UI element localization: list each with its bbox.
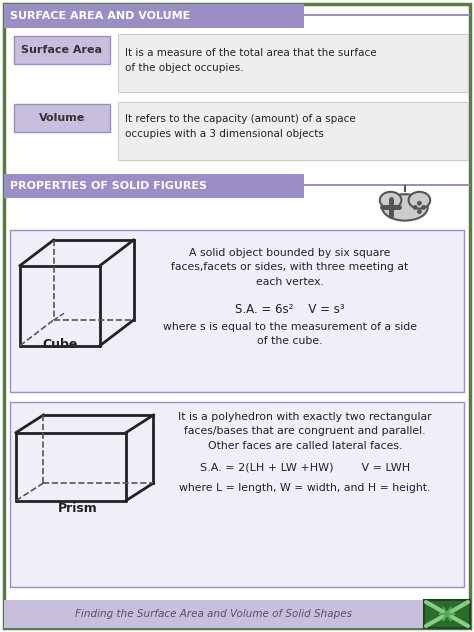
Text: SURFACE AREA AND VOLUME: SURFACE AREA AND VOLUME: [10, 11, 190, 21]
Bar: [14, 104, 110, 132]
Text: Finding the Surface Area and Volume of Solid Shapes: Finding the Surface Area and Volume of S…: [75, 609, 353, 619]
Circle shape: [417, 209, 422, 214]
Bar: [304, 14, 470, 16]
Circle shape: [413, 205, 418, 210]
Ellipse shape: [380, 191, 401, 209]
Text: It is a polyhedron with exactly two rectangular
faces/bases that are congruent a: It is a polyhedron with exactly two rect…: [178, 412, 432, 451]
Bar: [4, 600, 424, 628]
Circle shape: [417, 201, 422, 205]
Text: PROPERTIES OF SOLID FIGURES: PROPERTIES OF SOLID FIGURES: [10, 181, 207, 191]
Circle shape: [421, 205, 426, 210]
Text: Volume: Volume: [39, 113, 85, 123]
Bar: [304, 184, 470, 186]
Bar: [10, 402, 464, 587]
Bar: [14, 36, 110, 64]
Bar: [10, 230, 464, 392]
Text: A solid object bounded by six square
faces,facets or sides, with three meeting a: A solid object bounded by six square fac…: [172, 248, 409, 287]
Bar: [4, 174, 304, 198]
Bar: [4, 4, 304, 28]
Text: It is a measure of the total area that the surface
of the object occupies.: It is a measure of the total area that t…: [125, 48, 377, 73]
Text: Surface Area: Surface Area: [21, 45, 102, 55]
Text: Cube: Cube: [42, 339, 78, 351]
Bar: [118, 102, 468, 160]
Bar: [118, 34, 468, 92]
Text: Prism: Prism: [58, 502, 98, 514]
Text: where L = length, W = width, and H = height.: where L = length, W = width, and H = hei…: [179, 483, 431, 493]
Ellipse shape: [409, 191, 430, 209]
Text: where s is equal to the measurement of a side
of the cube.: where s is equal to the measurement of a…: [163, 322, 417, 346]
Bar: [424, 600, 470, 628]
Ellipse shape: [382, 194, 428, 221]
Text: S.A. = 6s²    V = s³: S.A. = 6s² V = s³: [235, 303, 345, 316]
Text: S.A. = 2(LH + LW +HW)        V = LWH: S.A. = 2(LH + LW +HW) V = LWH: [200, 463, 410, 473]
Text: It refers to the capacity (amount) of a space
occupies with a 3 dimensional obje: It refers to the capacity (amount) of a …: [125, 114, 356, 139]
